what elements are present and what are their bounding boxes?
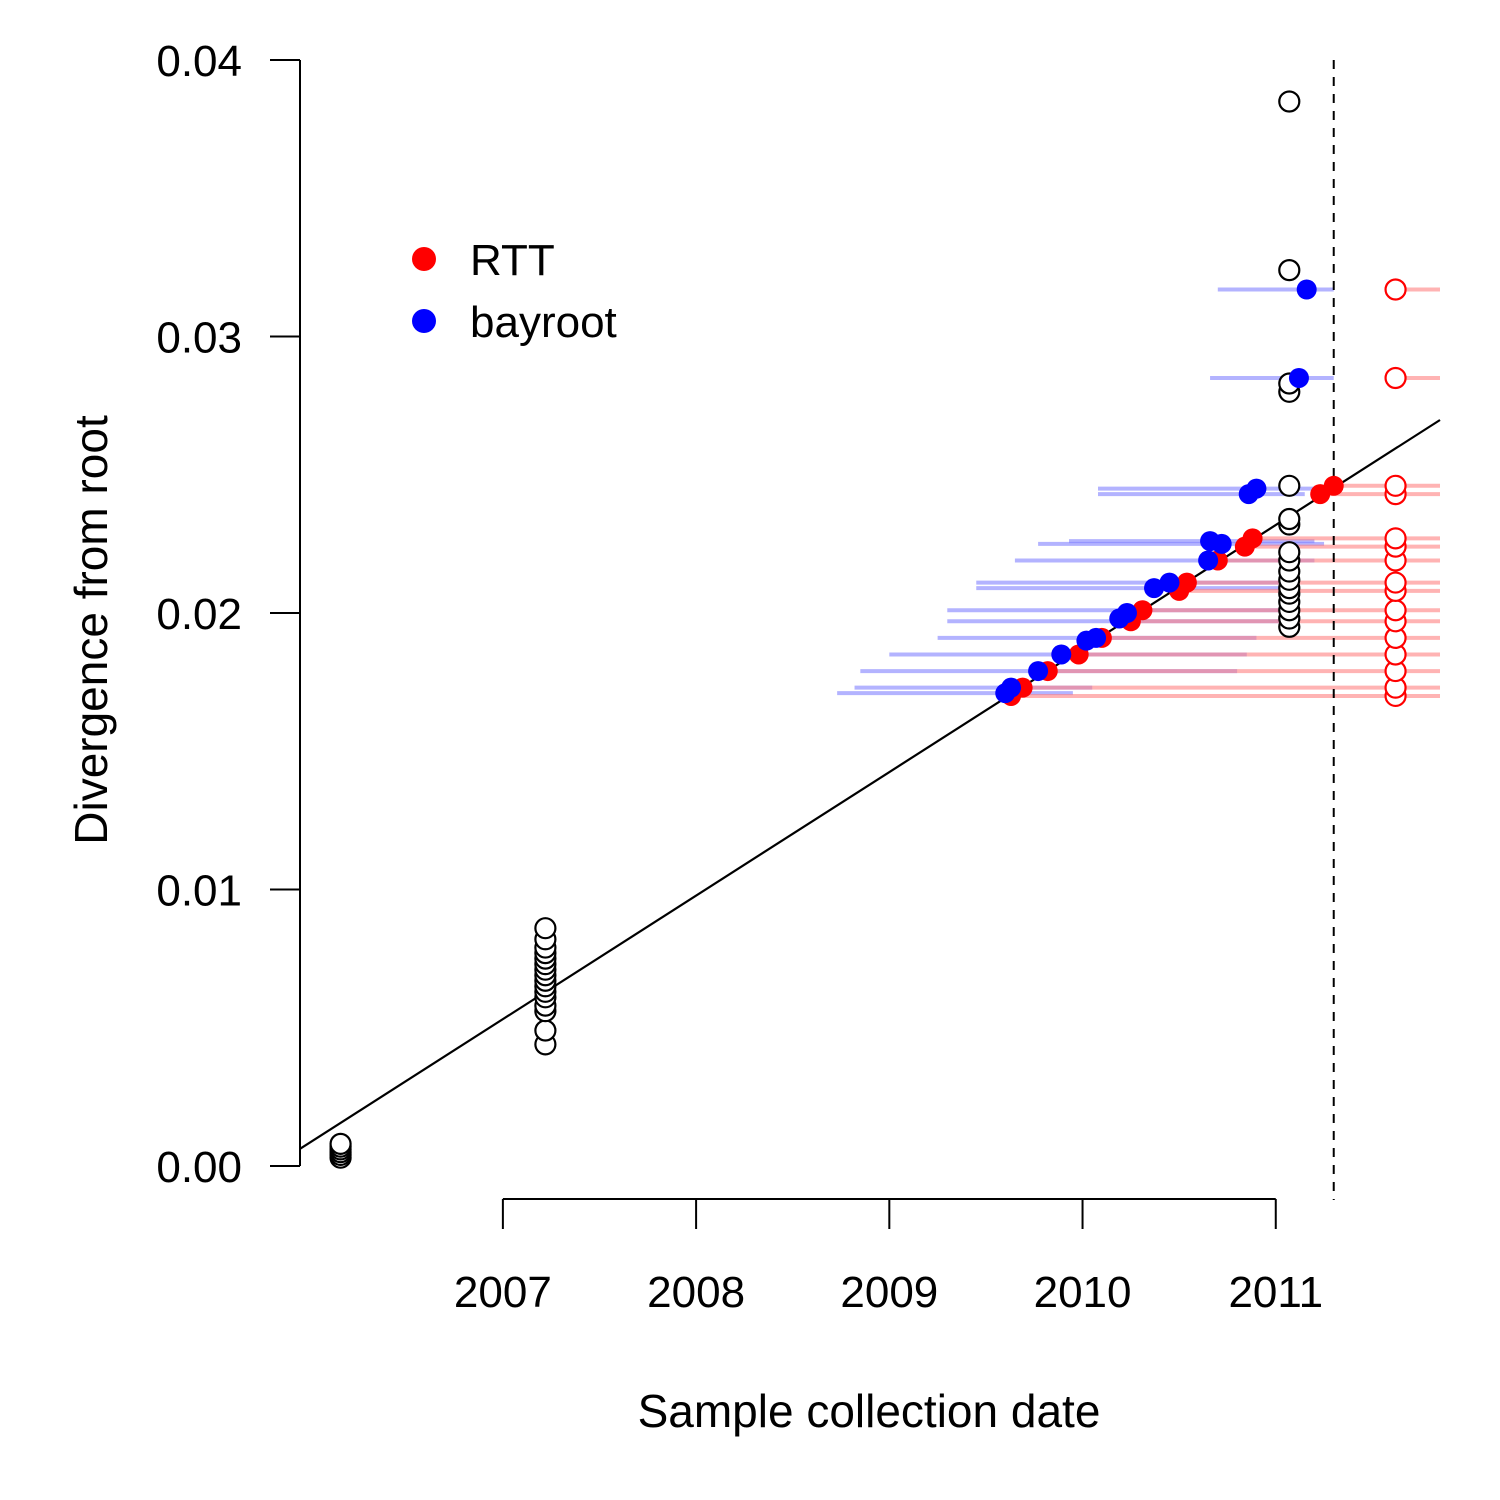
bayroot-point xyxy=(1086,627,1107,648)
rtt-point xyxy=(1242,528,1263,549)
x-tick-label: 2007 xyxy=(454,1268,552,1317)
observed-sample-point xyxy=(1278,259,1301,282)
bayroot-point xyxy=(1198,550,1219,571)
legend-marker xyxy=(412,309,436,333)
observed-sample-point xyxy=(1278,541,1301,564)
observed-sample-point xyxy=(534,917,557,940)
y-tick-label: 0.04 xyxy=(156,37,242,86)
rtt-projection-point xyxy=(1384,599,1407,622)
axes-layer: 0.00 0.01 0.02 0.03 0.04 2007 2008 2009 2010 2011 xyxy=(156,37,1323,1317)
y-axis-label: Divergence from root xyxy=(65,415,117,845)
bayroot-point xyxy=(1288,367,1309,388)
x-tick-label: 2008 xyxy=(647,1268,745,1317)
y-tick-label: 0.02 xyxy=(156,590,242,639)
y-tick-label: 0.03 xyxy=(156,314,242,363)
observed-sample-point xyxy=(1278,507,1301,531)
observed-sample-point xyxy=(1278,474,1301,497)
rtt-point xyxy=(1323,475,1344,496)
point-layer xyxy=(329,90,1407,1169)
rtt-point xyxy=(1176,572,1197,593)
x-tick-label: 2009 xyxy=(840,1268,938,1317)
observed-sample-point xyxy=(1278,90,1301,113)
observed-sample-point xyxy=(534,1019,557,1042)
bayroot-point xyxy=(1246,478,1267,499)
rtt-projection-point xyxy=(1384,278,1407,301)
reference-lines xyxy=(299,60,1441,1200)
legend-label: bayroot xyxy=(470,298,617,347)
bayroot-point xyxy=(1144,578,1165,599)
rtt-projection-point xyxy=(1384,527,1407,550)
bayroot-point xyxy=(1001,677,1022,698)
bayroot-point xyxy=(1116,603,1137,623)
rtt-projection-point xyxy=(1384,474,1407,497)
bayroot-point xyxy=(1211,533,1232,554)
bayroot-point xyxy=(1051,644,1072,665)
legend-label: RTT xyxy=(470,236,555,285)
rtt-point xyxy=(1132,600,1153,621)
bayroot-point xyxy=(1296,279,1317,300)
legend: RTT bayroot xyxy=(412,236,617,347)
rtt-projection-point xyxy=(1384,571,1407,594)
x-tick-label: 2011 xyxy=(1228,1268,1323,1317)
y-tick-label: 0.01 xyxy=(156,867,242,916)
bayroot-point xyxy=(1028,661,1049,682)
interval-layer xyxy=(837,287,1440,698)
x-tick-label: 2010 xyxy=(1034,1268,1132,1317)
rtt-projection-point xyxy=(1384,366,1407,390)
y-tick-label: 0.00 xyxy=(156,1143,242,1192)
bayroot-point xyxy=(1159,572,1180,593)
legend-marker xyxy=(412,247,436,271)
regression-line xyxy=(299,419,1441,1150)
observed-sample-point xyxy=(329,1132,352,1155)
x-axis-label: Sample collection date xyxy=(638,1385,1101,1437)
